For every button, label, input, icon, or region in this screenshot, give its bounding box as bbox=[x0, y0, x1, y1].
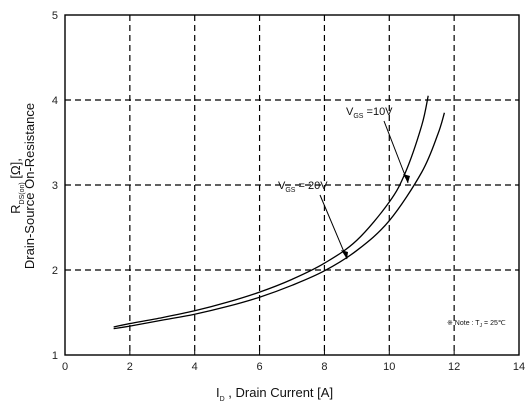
note-temperature: ※ Note : TJ = 25℃ bbox=[447, 320, 506, 329]
x-tick-label-8: 8 bbox=[321, 361, 327, 373]
y-axis-title-line1: RDS(on) [Ω], bbox=[8, 158, 26, 214]
x-tick-label-2: 2 bbox=[127, 361, 133, 373]
series-line-vgs-10v bbox=[113, 95, 429, 328]
y-tick-label-1: 1 bbox=[52, 350, 58, 362]
x-tick-label-12: 12 bbox=[448, 361, 460, 373]
y-tick-label-3: 3 bbox=[52, 180, 58, 192]
series-curves bbox=[113, 95, 446, 330]
series-arrow-vgs-20v bbox=[341, 250, 348, 259]
x-axis-title: ID , Drain Current [A] bbox=[216, 385, 333, 403]
y-axis-ticks: 1 2 3 4 5 bbox=[52, 10, 69, 362]
x-tick-label-6: 6 bbox=[257, 361, 263, 373]
series-line-vgs-20v bbox=[113, 112, 446, 330]
x-tick-label-0: 0 bbox=[62, 361, 68, 373]
series-arrow-vgs-10v bbox=[403, 174, 410, 183]
y-axis-title-line2: Drain-Source On-Resistance bbox=[22, 103, 37, 269]
x-tick-label-14: 14 bbox=[513, 361, 525, 373]
series-label-vgs-10v: VGS =10V bbox=[346, 106, 393, 120]
series-label-vgs-20v: VGS = 20V bbox=[278, 180, 328, 194]
x-axis-ticks: 0 2 4 6 8 10 12 14 bbox=[62, 351, 525, 373]
series-leader-vgs-10v bbox=[383, 120, 409, 184]
x-tick-label-4: 4 bbox=[192, 361, 198, 373]
y-tick-label-5: 5 bbox=[52, 10, 58, 22]
x-tick-label-10: 10 bbox=[383, 361, 395, 373]
y-tick-label-2: 2 bbox=[52, 265, 58, 277]
series-leader-vgs-20v bbox=[319, 194, 348, 260]
y-axis-title: RDS(on) [Ω], Drain-Source On-Resistance bbox=[8, 103, 37, 269]
y-tick-label-4: 4 bbox=[52, 95, 58, 107]
gridlines bbox=[65, 15, 519, 355]
